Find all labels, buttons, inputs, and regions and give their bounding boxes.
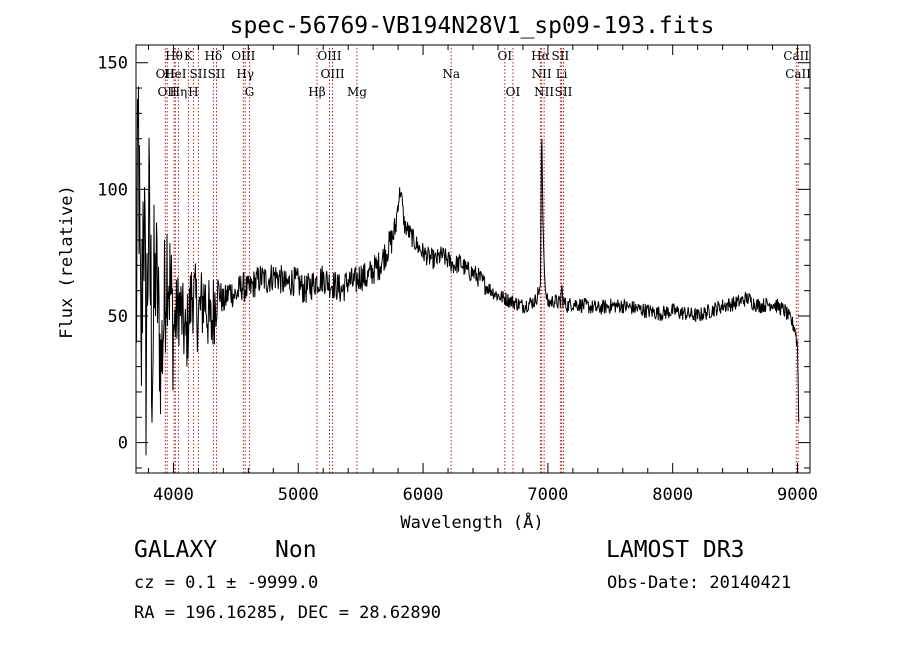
line-marker-label-23: SII: [552, 49, 570, 63]
line-marker-label-12: G: [245, 85, 255, 99]
line-marker-label-24: Li: [556, 67, 568, 81]
line-marker-label-5: K: [184, 49, 194, 63]
line-marker-label-6: H: [188, 85, 198, 99]
spectrum-line: [135, 86, 800, 456]
line-marker-label-1: OII: [158, 85, 178, 99]
observation-date: Obs-Date: 20140421: [607, 573, 792, 593]
line-markers: [164, 48, 799, 473]
line-marker-label-9: SII: [208, 67, 226, 81]
y-tick-label-50: 50: [108, 307, 128, 327]
spectrum-chart: spec-56769-VB194N28V1_sp09-193.fits OIIO…: [57, 13, 818, 533]
line-marker-label-13: Hβ: [308, 85, 325, 99]
chart-title: spec-56769-VB194N28V1_sp09-193.fits: [230, 13, 715, 39]
line-marker-label-16: Mg: [347, 85, 367, 99]
line-marker-label-20: Hα: [531, 49, 550, 63]
line-marker-label-22: NII: [534, 85, 554, 99]
line-marker-label-7: SII: [190, 67, 208, 81]
x-tick-label-4000: 4000: [153, 485, 194, 505]
y-axis-label: Flux (relative): [57, 185, 77, 339]
y-tick-label-150: 150: [97, 54, 128, 74]
line-marker-label-21: NII: [532, 67, 552, 81]
line-marker-label-27: CaII: [785, 67, 811, 81]
x-tick-label-9000: 9000: [777, 485, 818, 505]
object-class: GALAXY: [134, 537, 218, 563]
y-tick-label-100: 100: [97, 180, 128, 200]
line-marker-label-0: OII: [156, 67, 176, 81]
line-marker-label-11: Hγ: [236, 67, 254, 81]
y-axis-ticks: 0 50 100 150: [97, 54, 810, 469]
line-marker-label-18: OI: [498, 49, 513, 63]
line-marker-label-4: Hη: [170, 85, 188, 99]
x-axis-ticks: 4000 5000 6000 7000 8000 9000: [147, 45, 818, 505]
y-tick-label-0: 0: [118, 434, 128, 454]
line-marker-labels: OII OII Hθ HeI Hη K H SII Hδ SII OIII Hγ G Hβ OIII OIII…: [156, 49, 812, 99]
line-marker-label-15: OIII: [321, 67, 345, 81]
object-subclass: Non: [275, 537, 317, 563]
plot-frame: [135, 44, 811, 474]
line-marker-label-8: Hδ: [205, 49, 223, 63]
survey-name: LAMOST DR3: [606, 537, 745, 563]
x-tick-label-7000: 7000: [527, 485, 568, 505]
line-marker-label-19: OI: [506, 85, 521, 99]
line-marker-label-26: CaII: [783, 49, 809, 63]
redshift-cz: cz = 0.1 ± -9999.0: [134, 573, 319, 593]
line-marker-label-3: HeI: [164, 67, 187, 81]
x-tick-label-8000: 8000: [652, 485, 693, 505]
line-marker-label-14: OIII: [317, 49, 341, 63]
x-tick-label-5000: 5000: [278, 485, 319, 505]
line-marker-label-2: Hθ: [165, 49, 183, 63]
line-marker-label-17: Na: [442, 67, 460, 81]
ra-dec-coordinates: RA = 196.16285, DEC = 28.62890: [134, 603, 442, 623]
line-marker-label-10: OIII: [231, 49, 255, 63]
line-marker-label-25: SII: [555, 85, 573, 99]
x-tick-label-6000: 6000: [403, 485, 444, 505]
x-axis-label: Wavelength (Å): [400, 511, 543, 533]
